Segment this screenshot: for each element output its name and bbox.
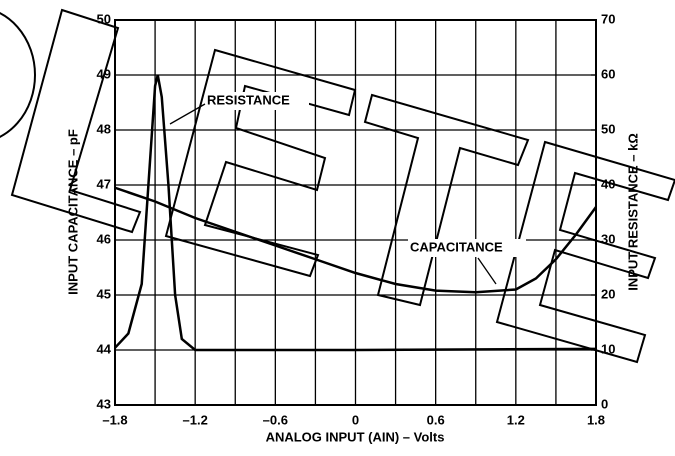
x-tick-label: –1.8: [102, 412, 127, 427]
annotation: CAPACITANCE: [410, 239, 503, 254]
y2-tick-label: 20: [601, 286, 615, 301]
y2-tick-label: 50: [601, 121, 615, 136]
x-tick-label: 1.2: [507, 412, 525, 427]
annotation: RESISTANCE: [207, 92, 290, 107]
y2-axis-label: INPUT RESISTANCE – kΩ: [625, 133, 640, 291]
y-tick-label: 45: [97, 286, 111, 301]
y2-tick-label: 60: [601, 66, 615, 81]
y-tick-label: 46: [97, 231, 111, 246]
y-tick-label: 43: [97, 396, 111, 411]
y-tick-label: 44: [97, 341, 112, 356]
x-tick-label: 0: [352, 412, 359, 427]
series-line: [114, 74, 597, 352]
y2-tick-label: 0: [601, 396, 608, 411]
annotation-bg: [408, 239, 526, 257]
y2-tick-label: 10: [601, 341, 615, 356]
y-tick-label: 47: [97, 176, 111, 191]
y-tick-label: 48: [97, 121, 111, 136]
y-axis-label: INPUT CAPACITANCE – pF: [65, 129, 80, 295]
y2-tick-label: 30: [601, 231, 615, 246]
series-line: [114, 186, 598, 294]
annotation-arrow: [477, 257, 497, 285]
y2-tick-label: 70: [601, 11, 615, 26]
x-tick-label: –1.2: [183, 412, 208, 427]
x-tick-label: 0.6: [427, 412, 445, 427]
y-tick-label: 50: [97, 11, 111, 26]
x-axis-label: ANALOG INPUT (AIN) – Volts: [266, 429, 445, 444]
x-tick-label: –0.6: [263, 412, 288, 427]
y-tick-label: 49: [97, 66, 111, 81]
y2-tick-label: 40: [601, 176, 615, 191]
annotation-arrow: [169, 103, 206, 125]
x-tick-label: 1.8: [587, 412, 605, 427]
annotation-bg: [205, 92, 309, 110]
watermark: [0, 8, 675, 364]
